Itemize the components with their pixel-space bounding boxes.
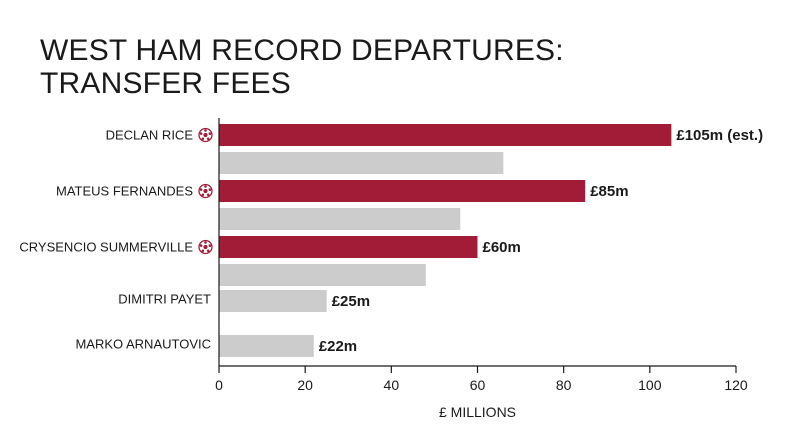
x-tick-label: 60 bbox=[470, 377, 486, 393]
football-icon-patch bbox=[204, 129, 207, 132]
football-icon-patch bbox=[199, 132, 203, 135]
bar-base bbox=[219, 290, 327, 312]
football-icon-patch bbox=[206, 249, 210, 253]
football-icon-center bbox=[203, 188, 208, 194]
bar-base bbox=[219, 264, 426, 286]
data-label: £60m bbox=[483, 239, 521, 256]
chart-title-line-1: WEST HAM RECORD DEPARTURES: bbox=[40, 34, 564, 67]
category-label: CRYSENCIO SUMMERVILLE bbox=[19, 240, 193, 255]
x-tick-label: 120 bbox=[724, 377, 748, 393]
football-icon-center bbox=[203, 244, 208, 250]
football-icon-patch bbox=[208, 132, 212, 135]
bar-highlight bbox=[219, 236, 478, 258]
category-label: DIMITRI PAYET bbox=[118, 292, 211, 307]
bar-highlight bbox=[219, 124, 672, 146]
data-label: £22m bbox=[319, 338, 357, 355]
category-label: MATEUS FERNANDES bbox=[56, 184, 193, 199]
category-label: MARKO ARNAUTOVIC bbox=[75, 337, 211, 352]
football-icon-patch bbox=[199, 244, 203, 247]
data-label: £105m (est.) bbox=[676, 127, 763, 144]
x-tick-label: 40 bbox=[384, 377, 400, 393]
football-icon-patch bbox=[201, 249, 205, 253]
bar-base bbox=[219, 208, 461, 230]
football-icon-patch bbox=[206, 193, 210, 197]
bar-base bbox=[219, 335, 314, 357]
bar-highlight bbox=[219, 180, 586, 202]
bar-base bbox=[219, 152, 504, 174]
football-icon-patch bbox=[204, 241, 207, 244]
football-icon-patch bbox=[208, 244, 212, 247]
football-icon-patch bbox=[199, 188, 203, 191]
football-icon-patch bbox=[201, 137, 205, 141]
x-tick-label: 0 bbox=[215, 377, 223, 393]
x-axis-title: £ MILLIONS bbox=[439, 404, 516, 420]
x-tick-label: 20 bbox=[297, 377, 313, 393]
x-tick-label: 100 bbox=[638, 377, 662, 393]
chart-title: WEST HAM RECORD DEPARTURES: TRANSFER FEE… bbox=[40, 34, 564, 100]
data-label: £85m bbox=[590, 183, 628, 200]
x-tick-label: 80 bbox=[556, 377, 572, 393]
football-icon-center bbox=[203, 132, 208, 138]
category-label: DECLAN RICE bbox=[106, 128, 194, 143]
football-icon-patch bbox=[206, 137, 210, 141]
football-icon-patch bbox=[204, 185, 207, 188]
football-icon-patch bbox=[208, 188, 212, 191]
football-icon-patch bbox=[201, 193, 205, 197]
data-label: £25m bbox=[332, 293, 370, 310]
chart-title-line-2: TRANSFER FEES bbox=[40, 67, 291, 100]
